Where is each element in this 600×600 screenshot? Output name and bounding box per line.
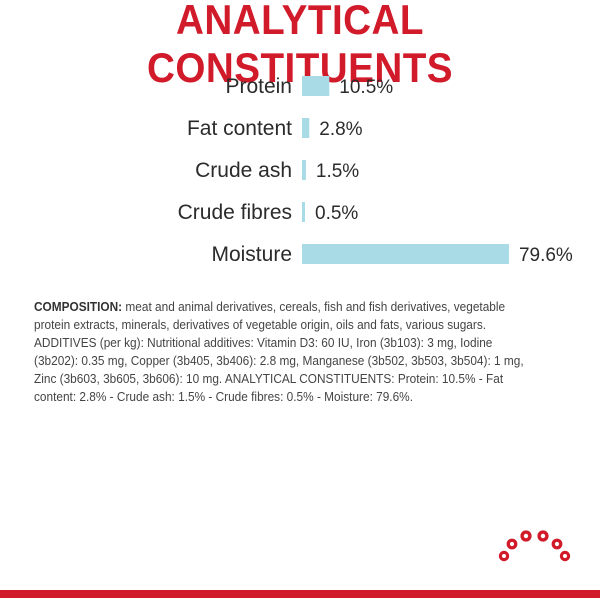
- composition-body: meat and animal derivatives, cereals, fi…: [34, 300, 524, 404]
- category-label: Crude fibres: [178, 201, 292, 224]
- bar: [302, 76, 330, 96]
- composition-text: COMPOSITION: meat and animal derivatives…: [34, 298, 537, 406]
- bar: [302, 118, 310, 138]
- bottom-brand-rule: [0, 590, 600, 598]
- value-label: 0.5%: [315, 203, 358, 224]
- category-label: Moisture: [211, 243, 292, 266]
- bar: [302, 244, 509, 264]
- bar: [302, 160, 306, 180]
- value-label: 1.5%: [316, 161, 359, 182]
- value-label: 79.6%: [519, 245, 573, 266]
- page-title: ANALYTICAL CONSTITUENTS: [146, 0, 454, 91]
- royal-canin-crown-icon: [498, 530, 571, 562]
- category-label: Protein: [225, 75, 292, 98]
- category-label: Crude ash: [195, 159, 292, 182]
- constituents-bar-chart: Protein 10.5% Fat content 2.8% Crude ash 1.5%…: [178, 75, 573, 266]
- composition-label: COMPOSITION:: [34, 300, 123, 314]
- value-label: 2.8%: [319, 119, 362, 140]
- value-label: 10.5%: [339, 77, 393, 98]
- bar: [302, 202, 305, 222]
- category-label: Fat content: [187, 117, 292, 140]
